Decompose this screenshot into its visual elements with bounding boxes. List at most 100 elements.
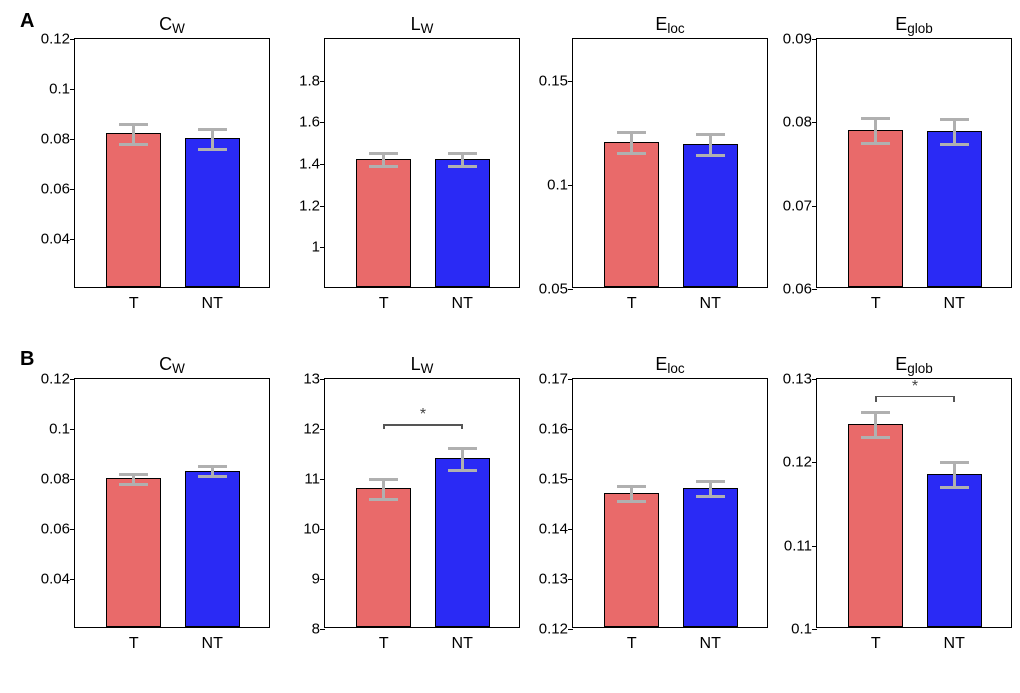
bar-nt: [683, 144, 738, 287]
errorbar-cap: [198, 128, 227, 131]
significance-bracket: [876, 396, 954, 398]
xtick-label: T: [627, 635, 637, 653]
errorbar: [953, 462, 956, 487]
errorbar-cap: [940, 143, 969, 146]
ytick-mark: [812, 122, 817, 123]
errorbar-cap: [940, 486, 969, 489]
errorbar: [132, 124, 135, 144]
panel-title: LW: [324, 354, 520, 375]
significance-tick: [875, 396, 877, 403]
errorbar-cap: [119, 483, 148, 486]
bar-t: [106, 478, 161, 627]
xtick-label: T: [379, 295, 389, 313]
bar-t: [106, 133, 161, 287]
errorbar: [874, 412, 877, 437]
ytick-label: 0.07: [783, 197, 812, 214]
bar-nt: [927, 474, 982, 627]
panel-0-3: Eglob0.060.070.080.09TNT: [816, 38, 1012, 288]
errorbar: [461, 448, 464, 470]
ytick-label: 1.4: [299, 156, 320, 173]
bar-t: [604, 493, 659, 627]
row-label-b: B: [20, 348, 34, 371]
xtick-label: T: [627, 295, 637, 313]
ytick-label: 0.12: [41, 31, 70, 48]
errorbar-cap: [369, 152, 398, 155]
significance-star: *: [912, 378, 918, 396]
ytick-label: 0.06: [783, 281, 812, 298]
plot-area: 0.060.070.080.09TNT: [816, 38, 1012, 288]
row-label-a: A: [20, 10, 34, 33]
ytick-mark: [568, 529, 573, 530]
ytick-mark: [320, 429, 325, 430]
ytick-mark: [320, 579, 325, 580]
errorbar: [630, 133, 633, 154]
errorbar-cap: [617, 152, 646, 155]
ytick-label: 11: [304, 471, 320, 488]
plot-area: 0.050.10.15TNT: [572, 38, 768, 288]
ytick-label: 0.1: [49, 421, 70, 438]
bar-t: [848, 424, 903, 627]
ytick-mark: [320, 379, 325, 380]
errorbar-cap: [696, 133, 725, 136]
ytick-mark: [70, 39, 75, 40]
ytick-mark: [812, 629, 817, 630]
xtick-label: NT: [944, 635, 965, 653]
ytick-mark: [70, 579, 75, 580]
bar-nt: [927, 131, 982, 287]
panel-title: CW: [74, 354, 270, 375]
ytick-label: 0.1: [547, 176, 568, 193]
errorbar: [382, 479, 385, 499]
ytick-label: 0.13: [539, 571, 568, 588]
ytick-label: 0.15: [539, 471, 568, 488]
ytick-label: 0.1: [49, 81, 70, 98]
errorbar-cap: [119, 473, 148, 476]
ytick-label: 0.04: [41, 231, 70, 248]
panel-title: Eloc: [572, 14, 768, 35]
plot-area: 0.10.110.120.13TNT*: [816, 378, 1012, 628]
bar-nt: [185, 138, 240, 287]
ytick-mark: [568, 289, 573, 290]
ytick-mark: [568, 379, 573, 380]
ytick-mark: [812, 379, 817, 380]
ytick-mark: [320, 81, 325, 82]
ytick-label: 0.14: [539, 521, 568, 538]
xtick-label: T: [379, 635, 389, 653]
ytick-label: 1.6: [299, 114, 320, 131]
xtick-label: T: [129, 295, 139, 313]
panel-0-1: LW11.21.41.61.8TNT: [324, 38, 520, 288]
ytick-mark: [70, 479, 75, 480]
ytick-mark: [70, 239, 75, 240]
ytick-mark: [568, 479, 573, 480]
xtick-label: NT: [944, 295, 965, 313]
bar-nt: [683, 488, 738, 627]
ytick-label: 0.11: [784, 537, 812, 554]
plot-area: 8910111213TNT*: [324, 378, 520, 628]
ytick-mark: [320, 164, 325, 165]
ytick-label: 9: [312, 571, 320, 588]
ytick-mark: [568, 81, 573, 82]
ytick-mark: [70, 379, 75, 380]
errorbar-cap: [861, 436, 890, 439]
significance-star: *: [420, 406, 426, 424]
ytick-label: 0.15: [539, 72, 568, 89]
ytick-label: 0.04: [41, 571, 70, 588]
ytick-label: 0.08: [41, 131, 70, 148]
ytick-label: 0.12: [539, 621, 568, 638]
errorbar-cap: [617, 500, 646, 503]
errorbar-cap: [696, 495, 725, 498]
plot-area: 0.040.060.080.10.12TNT: [74, 38, 270, 288]
errorbar-cap: [198, 465, 227, 468]
plot-area: 11.21.41.61.8TNT: [324, 38, 520, 288]
ytick-label: 12: [303, 421, 320, 438]
panel-title: Eloc: [572, 354, 768, 375]
errorbar-cap: [198, 148, 227, 151]
bar-t: [356, 488, 411, 627]
ytick-mark: [70, 529, 75, 530]
ytick-label: 1.2: [299, 197, 320, 214]
ytick-label: 13: [303, 371, 320, 388]
ytick-label: 0.06: [41, 181, 70, 198]
bar-t: [604, 142, 659, 287]
ytick-label: 0.1: [791, 621, 812, 638]
errorbar: [874, 118, 877, 143]
errorbar: [709, 135, 712, 156]
